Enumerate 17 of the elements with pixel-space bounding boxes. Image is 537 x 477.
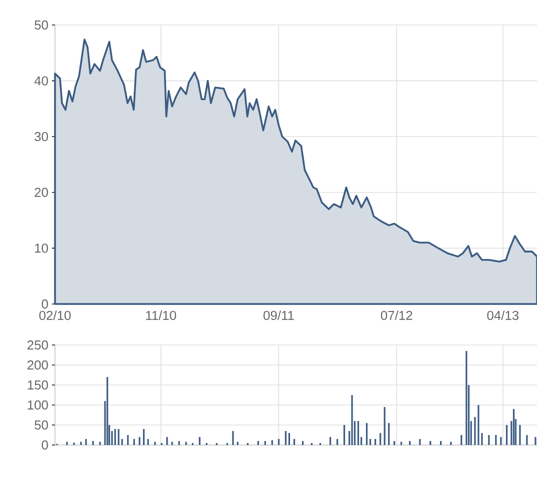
x-tick-label: 04/13 [487,310,519,320]
y-tick-label: 30 [34,132,48,142]
y-tick-label: 0 [42,299,48,309]
y-tick-label: 150 [28,380,48,390]
y-tick-label: 200 [28,360,48,370]
y-tick-label: 50 [34,20,48,30]
y-tick-label: 20 [34,188,48,197]
x-tick-label: 07/12 [380,310,412,320]
x-tick-label: 09/11 [264,310,294,320]
y-tick-label: 40 [34,76,48,86]
y-tick-label: 10 [35,244,48,253]
y-tick-label: 250 [28,340,48,350]
x-tick-label: 02/10 [39,310,71,320]
y-tick-label: 100 [28,400,48,410]
x-tick-label: 11/10 [146,310,176,320]
y-tick-label: 0 [42,440,48,450]
y-tick-label: 50 [34,420,48,430]
